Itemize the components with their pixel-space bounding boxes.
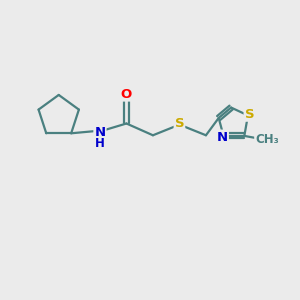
Text: CH₃: CH₃ xyxy=(255,133,279,146)
Text: H: H xyxy=(95,137,105,150)
Text: O: O xyxy=(121,88,132,100)
Text: S: S xyxy=(175,117,184,130)
Text: N: N xyxy=(94,126,106,139)
Text: N: N xyxy=(217,130,228,144)
Text: S: S xyxy=(244,108,254,121)
